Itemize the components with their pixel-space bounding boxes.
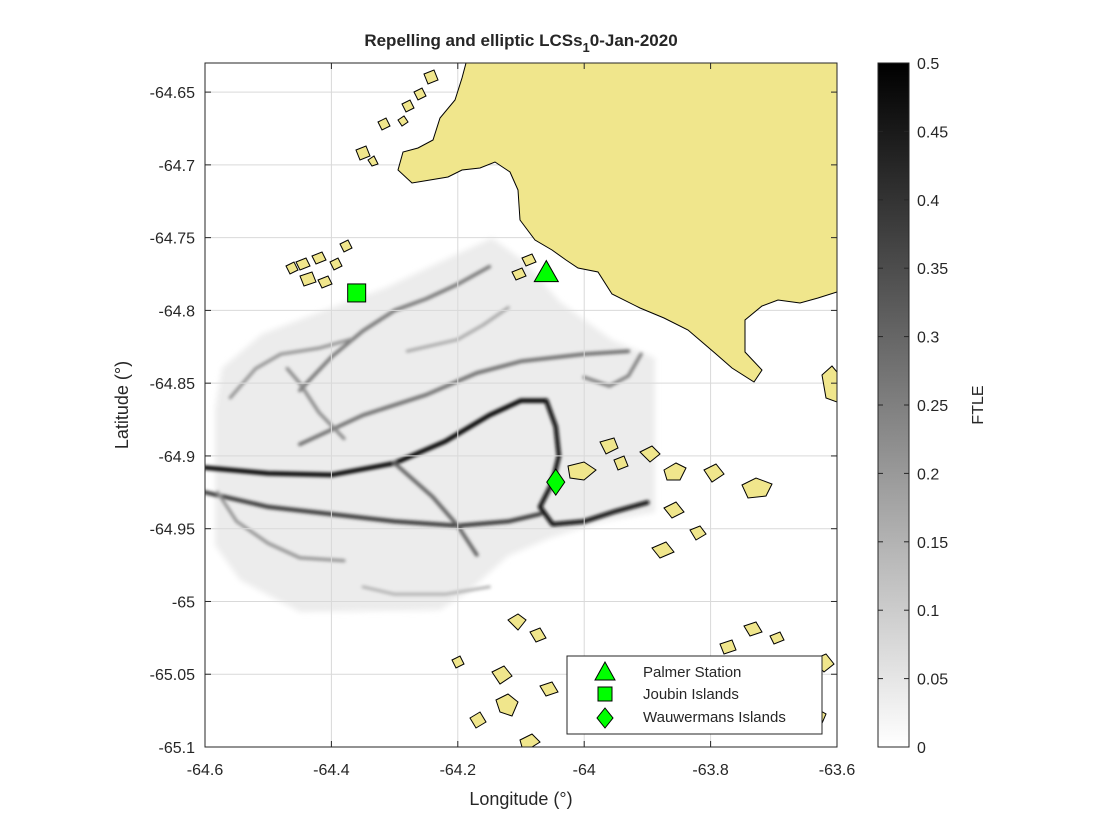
island	[689, 525, 707, 541]
colorbar-tick-label: 0.45	[917, 124, 948, 141]
island	[651, 541, 675, 559]
island	[599, 437, 619, 455]
island	[397, 115, 409, 127]
island	[821, 365, 837, 403]
ftle-ridge	[228, 337, 352, 400]
marker-palmer-station	[533, 259, 560, 283]
ftle-field	[205, 238, 655, 612]
colorbar-tick-label: 0.05	[917, 672, 948, 689]
ftle-ridge	[582, 352, 643, 388]
station-markers	[347, 259, 566, 497]
island	[377, 117, 391, 131]
colorbar-tick-label: 0.15	[917, 535, 948, 552]
y-tick-label: -64.75	[150, 231, 195, 248]
y-axis-label: Latitude (°)	[112, 361, 132, 449]
island	[539, 681, 559, 697]
island	[703, 463, 725, 483]
x-axis-ticks: -64.6 -64.4 -64.2 -64 -63.8 -63.6	[187, 63, 856, 779]
island	[339, 239, 353, 253]
y-tick-label: -64.95	[150, 522, 195, 539]
island	[317, 275, 333, 289]
y-tick-label: -64.8	[159, 303, 196, 320]
legend-entry-wauwermans-islands: Wauwermans Islands	[643, 709, 786, 726]
colorbar-tick-label: 0.2	[917, 466, 939, 483]
island	[469, 711, 487, 729]
ftle-ridge	[392, 461, 479, 557]
ftle-background	[215, 238, 655, 612]
island	[495, 693, 519, 717]
island	[639, 445, 661, 463]
x-tick-label: -64.2	[440, 762, 477, 779]
island	[519, 733, 541, 747]
legend-diamond-icon	[596, 707, 614, 729]
y-tick-label: -65.1	[159, 740, 196, 757]
y-tick-label: -64.65	[150, 85, 195, 102]
legend-entry-joubin-islands: Joubin Islands	[643, 686, 739, 703]
island	[329, 257, 343, 271]
island	[451, 655, 465, 669]
island	[491, 665, 513, 685]
island	[423, 69, 439, 85]
island	[507, 613, 527, 631]
ftle-ridge	[205, 490, 542, 528]
island	[613, 455, 629, 471]
colorbar-tick-label: 0	[917, 740, 926, 757]
marker-wauwermans-islands	[546, 468, 566, 497]
y-tick-label: -65.05	[150, 667, 195, 684]
mainland	[397, 63, 837, 383]
island	[511, 267, 527, 281]
chart-title: Repelling and elliptic LCSs10-Jan-2020	[364, 31, 677, 55]
island	[401, 99, 415, 113]
island	[521, 253, 537, 267]
colorbar-tick-label: 0.5	[917, 56, 939, 73]
island	[311, 251, 327, 265]
x-tick-label: -64	[573, 762, 596, 779]
colorbar-tick-label: 0.1	[917, 603, 939, 620]
colorbar-gradient	[877, 62, 910, 748]
ftle-ridge	[405, 306, 510, 353]
colorbar-ticks: 0 0.05 0.1 0.15 0.2 0.25 0.3 0.35 0.4 0.45 0.5	[878, 56, 948, 757]
colorbar: 0 0.05 0.1 0.15 0.2 0.25 0.3 0.35 0.4 0.45 0.5 FTL…	[877, 56, 987, 757]
ftle-ridge	[361, 585, 491, 596]
marker-joubin-islands	[347, 283, 367, 303]
colorbar-tick-label: 0.3	[917, 330, 939, 347]
ftle-ridge	[216, 490, 346, 563]
island	[413, 87, 427, 101]
island	[743, 621, 763, 637]
island	[567, 461, 597, 481]
y-tick-label: -64.7	[159, 158, 196, 175]
island	[719, 639, 737, 655]
axes-box	[204, 62, 838, 748]
island	[741, 477, 773, 499]
island	[529, 627, 547, 643]
x-axis-label: Longitude (°)	[469, 789, 572, 809]
island	[367, 155, 379, 167]
legend-triangle-icon	[594, 660, 616, 681]
colorbar-tick-label: 0.35	[917, 261, 948, 278]
ftle-ridge	[205, 398, 549, 478]
legend-square-icon	[597, 686, 613, 702]
colorbar-tick-label: 0.4	[917, 193, 939, 210]
y-axis-ticks: -64.65 -64.7 -64.75 -64.8 -64.85 -64.9 -64.95 -…	[150, 85, 837, 757]
island	[299, 271, 317, 287]
x-tick-label: -64.4	[313, 762, 350, 779]
ftle-ridge	[537, 398, 650, 527]
colorbar-label: FTLE	[970, 385, 987, 424]
y-tick-label: -64.85	[150, 376, 195, 393]
legend-entry-palmer-station: Palmer Station	[643, 664, 741, 681]
x-tick-label: -63.6	[819, 762, 856, 779]
y-tick-label: -64.9	[159, 449, 196, 466]
island	[663, 462, 687, 481]
x-tick-label: -63.8	[692, 762, 729, 779]
legend: Palmer Station Joubin Islands Wauwermans…	[566, 655, 823, 735]
island	[663, 501, 685, 519]
y-tick-label: -65	[172, 594, 195, 611]
island	[355, 145, 371, 161]
x-tick-label: -64.6	[187, 762, 224, 779]
island	[285, 261, 299, 275]
island	[769, 631, 785, 645]
colorbar-tick-label: 0.25	[917, 398, 948, 415]
island	[295, 257, 311, 271]
